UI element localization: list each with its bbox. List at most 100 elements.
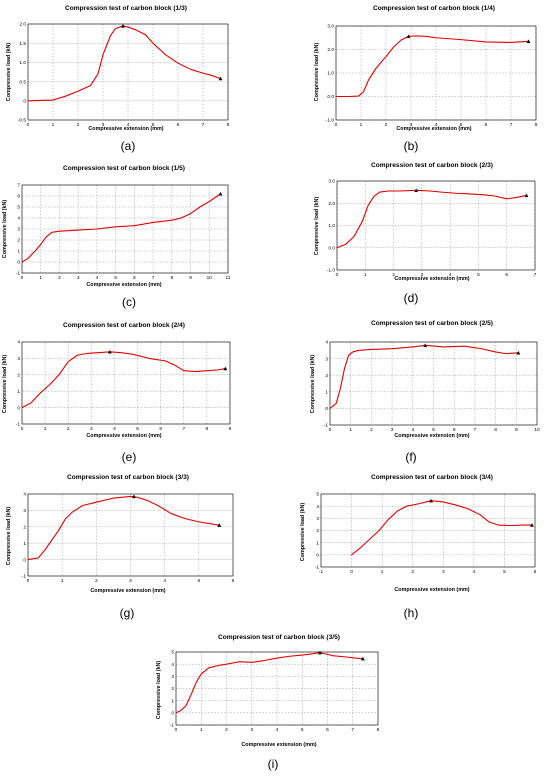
y-tick-label: 2.0 bbox=[327, 47, 334, 53]
y-tick-label: 5 bbox=[17, 205, 20, 211]
data-marker bbox=[530, 523, 534, 527]
x-tick-label: 4 bbox=[127, 122, 130, 128]
plot-frame bbox=[27, 23, 229, 121]
y-tick-label: -0.5 bbox=[18, 118, 27, 124]
load-extension-curve bbox=[27, 25, 222, 102]
x-tick-label: 2 bbox=[67, 426, 70, 432]
load-extension-curve bbox=[27, 495, 220, 561]
data-marker bbox=[524, 193, 529, 198]
y-tick-label: 0 bbox=[23, 99, 26, 105]
x-tick-label: 7 bbox=[182, 426, 185, 432]
y-tick-label: 1 bbox=[171, 698, 174, 704]
data-marker bbox=[121, 24, 125, 28]
x-tick-label: 3 bbox=[102, 122, 105, 128]
x-tick-label: 4 bbox=[411, 427, 414, 433]
y-tick-label: 1.0 bbox=[327, 71, 334, 77]
chart-panel-4: 0 1 2 3 4 5 6 7 -1.0 0.0 1.0 2.0 3.0 Compression test… bbox=[314, 162, 537, 305]
y-tick-label: 4 bbox=[23, 492, 26, 498]
x-axis-label: Compressive extension (mm) bbox=[241, 742, 316, 748]
x-tick-label: 0 bbox=[350, 569, 353, 575]
x-tick-label: 11 bbox=[226, 275, 231, 281]
x-axis-label: Compressive extension (mm) bbox=[86, 282, 161, 288]
x-tick-label: 6 bbox=[326, 727, 329, 733]
y-axis-label: Compressive load (kN) bbox=[314, 197, 320, 256]
y-tick-label: 0 bbox=[17, 405, 20, 411]
x-tick-label: 3 bbox=[90, 426, 93, 432]
x-tick-label: 5 bbox=[432, 427, 435, 433]
y-tick-label: 5 bbox=[316, 492, 319, 498]
chart-title: Compression test of carbon block (2/5) bbox=[371, 320, 493, 327]
y-tick-label: 3.0 bbox=[327, 24, 334, 30]
y-tick-label: 2 bbox=[171, 686, 174, 692]
y-tick-label: 2 bbox=[17, 238, 20, 244]
x-tick-label: 1 bbox=[200, 727, 203, 733]
y-tick-label: -1.0 bbox=[327, 268, 336, 274]
y-axis-label: Compressive load (kN) bbox=[6, 43, 12, 102]
x-axis-label: Compressive extension (mm) bbox=[396, 126, 471, 132]
x-axis-label: Compressive extension (mm) bbox=[90, 588, 165, 594]
y-tick-label: 0 bbox=[316, 553, 319, 559]
data-marker bbox=[423, 343, 428, 348]
x-tick-label: 6 bbox=[534, 569, 537, 575]
data-marker bbox=[360, 656, 365, 661]
y-tick-label: 0 bbox=[23, 557, 26, 563]
x-tick-label: 8 bbox=[206, 426, 209, 432]
x-tick-label: 5 bbox=[197, 578, 200, 584]
x-tick-label: 4 bbox=[473, 569, 476, 575]
x-tick-label: 8 bbox=[170, 275, 173, 281]
load-extension-curve bbox=[329, 344, 519, 409]
x-tick-label: 4 bbox=[435, 122, 438, 128]
x-axis-label: Compressive extension (mm) bbox=[394, 587, 469, 593]
data-marker bbox=[132, 494, 136, 499]
y-tick-label: 3 bbox=[325, 356, 328, 362]
panel-caption: (e) bbox=[122, 450, 137, 464]
chart-panel-2: 0 1 2 3 4 5 6 7 8 -1.0 0.0 1.0 2.0 3.0 Compression tes… bbox=[314, 5, 538, 153]
chart-title: Compression test of carbon block (3/5) bbox=[218, 634, 340, 641]
load-extension-curve bbox=[21, 193, 222, 263]
y-tick-label: 3 bbox=[23, 508, 26, 514]
x-tick-label: 7 bbox=[474, 427, 477, 433]
x-tick-label: -1 bbox=[319, 569, 324, 575]
x-tick-label: 6 bbox=[159, 426, 162, 432]
x-tick-label: 0 bbox=[175, 727, 178, 733]
y-tick-label: -1 bbox=[170, 723, 175, 729]
x-tick-label: 8 bbox=[494, 427, 497, 433]
x-tick-label: 7 bbox=[202, 122, 205, 128]
y-tick-label: 2.0 bbox=[328, 201, 335, 207]
y-tick-label: 3.0 bbox=[328, 179, 335, 185]
x-tick-label: 1 bbox=[39, 275, 42, 281]
x-tick-label: 1 bbox=[44, 426, 47, 432]
y-tick-label: -1 bbox=[324, 423, 329, 429]
x-tick-label: 3 bbox=[129, 578, 132, 584]
x-tick-label: 1 bbox=[52, 122, 55, 128]
x-tick-label: 2 bbox=[392, 272, 395, 278]
x-tick-label: 3 bbox=[410, 122, 413, 128]
data-marker bbox=[414, 188, 419, 193]
x-tick-label: 2 bbox=[77, 122, 80, 128]
y-tick-label: 4 bbox=[171, 662, 174, 668]
plot-frame bbox=[21, 341, 231, 425]
x-tick-label: 4 bbox=[96, 275, 99, 281]
plot-frame bbox=[335, 25, 537, 121]
x-tick-label: 10 bbox=[207, 275, 213, 281]
y-tick-label: 4 bbox=[325, 340, 328, 346]
data-marker bbox=[406, 34, 411, 39]
y-tick-label: 2.0 bbox=[19, 22, 26, 28]
y-tick-label: 2 bbox=[23, 525, 26, 531]
x-tick-label: 0 bbox=[21, 275, 24, 281]
y-tick-label: 1 bbox=[17, 249, 20, 255]
y-tick-label: -1.0 bbox=[326, 118, 335, 124]
data-marker bbox=[526, 39, 531, 43]
x-tick-label: 1 bbox=[61, 578, 64, 584]
x-tick-label: 7 bbox=[534, 272, 537, 278]
y-axis-label: Compressive load (kN) bbox=[2, 355, 8, 414]
y-tick-label: 1.0 bbox=[19, 60, 26, 66]
x-tick-label: 3 bbox=[442, 569, 445, 575]
x-tick-label: 2 bbox=[58, 275, 61, 281]
x-tick-label: 5 bbox=[114, 275, 117, 281]
y-tick-label: 4 bbox=[17, 216, 20, 222]
chart-title: Compression test of carbon block (2/3) bbox=[371, 162, 493, 169]
y-axis-label: Compressive load (kN) bbox=[310, 355, 316, 414]
x-tick-label: 0 bbox=[329, 427, 332, 433]
